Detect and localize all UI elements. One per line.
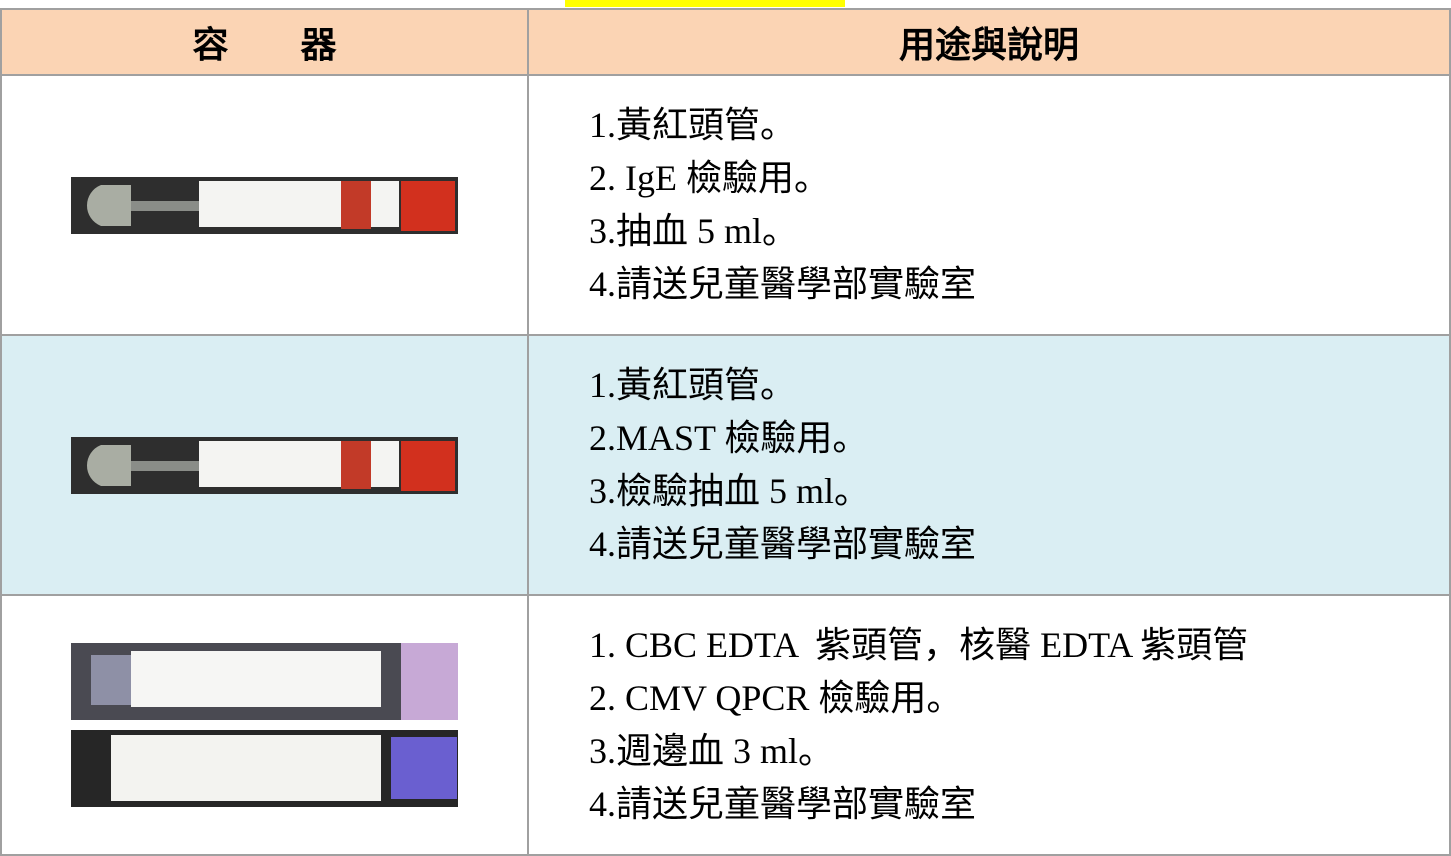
image-cell <box>0 74 529 336</box>
highlight <box>565 0 845 7</box>
line: 1. CBC EDTA 紫頭管，核醫 EDTA 紫頭管 <box>589 625 1249 665</box>
image-cell <box>0 334 529 596</box>
tube-table: 容 器 用途與說明 1.黃紅頭管。 2. IgE 檢驗用。 3.抽血 5 ml。… <box>0 8 1451 856</box>
tube-red <box>71 436 458 494</box>
line: 4.請送兒童醫學部實驗室 <box>589 784 977 824</box>
tubes-purple <box>71 642 458 807</box>
line: 1.黃紅頭管。 <box>589 105 797 145</box>
row: 1. CBC EDTA 紫頭管，核醫 EDTA 紫頭管 2. CMV QPCR … <box>0 594 1451 856</box>
line: 3.週邊血 3 ml。 <box>589 731 835 771</box>
line: 3.檢驗抽血 5 ml。 <box>589 471 871 511</box>
top-strip <box>0 0 1451 8</box>
row: 1.黃紅頭管。 2.MAST 檢驗用。 3.檢驗抽血 5 ml。 4.請送兒童醫… <box>0 334 1451 596</box>
line: 4.請送兒童醫學部實驗室 <box>589 524 977 564</box>
line: 1.黃紅頭管。 <box>589 365 797 405</box>
line: 4.請送兒童醫學部實驗室 <box>589 264 977 304</box>
image-cell <box>0 594 529 856</box>
text-cell: 1.黃紅頭管。 2. IgE 檢驗用。 3.抽血 5 ml。 4.請送兒童醫學部… <box>527 74 1451 336</box>
text-cell: 1.黃紅頭管。 2.MAST 檢驗用。 3.檢驗抽血 5 ml。 4.請送兒童醫… <box>527 334 1451 596</box>
line: 2.MAST 檢驗用。 <box>589 418 869 458</box>
line: 2. IgE 檢驗用。 <box>589 158 830 198</box>
tube-red <box>71 176 458 234</box>
line: 2. CMV QPCR 檢驗用。 <box>589 678 963 718</box>
header-cell: 容 器 <box>0 8 529 76</box>
row: 1.黃紅頭管。 2. IgE 檢驗用。 3.抽血 5 ml。 4.請送兒童醫學部… <box>0 74 1451 336</box>
header-cell: 用途與說明 <box>527 8 1451 76</box>
header-row: 容 器 用途與說明 <box>0 8 1451 76</box>
line: 3.抽血 5 ml。 <box>589 211 799 251</box>
text-cell: 1. CBC EDTA 紫頭管，核醫 EDTA 紫頭管 2. CMV QPCR … <box>527 594 1451 856</box>
